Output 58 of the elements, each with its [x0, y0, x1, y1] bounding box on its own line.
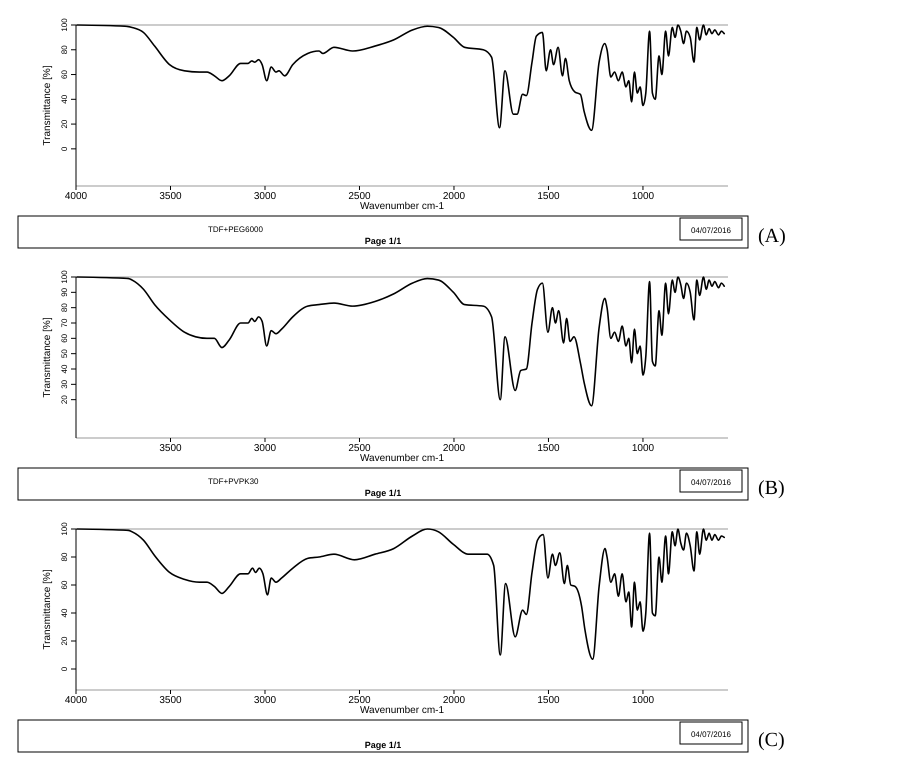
y-tick-label: 40 — [60, 364, 69, 374]
text: 04/07/2016 — [690, 478, 732, 487]
x-tick-label: 4000 — [64, 191, 88, 202]
y-axis-title: Transmittance [%] — [42, 317, 53, 398]
y-tick-label: 100 — [60, 18, 69, 32]
x-tick-label: 3500 — [159, 695, 182, 706]
x-axis-title: Wavenumber cm-1 — [360, 201, 444, 212]
x-tick-label: 2000 — [442, 191, 466, 202]
y-tick-label: 100 — [60, 270, 69, 284]
text: 04/07/2016 — [690, 730, 732, 739]
text: TDF+PVPK30 — [208, 477, 260, 486]
y-tick-label: 60 — [60, 580, 69, 590]
y-tick-label: 40 — [60, 94, 69, 104]
text: Page 1/1 — [364, 488, 402, 498]
x-axis-title: Wavenumber cm-1 — [360, 453, 444, 464]
y-tick-label: 0 — [60, 146, 69, 152]
x-tick-label: 2000 — [442, 695, 466, 706]
y-tick-label: 50 — [60, 348, 69, 358]
y-tick-label: 90 — [60, 287, 69, 297]
y-tick-label: 80 — [60, 552, 69, 562]
y-tick-label: 70 — [60, 318, 69, 328]
x-tick-label: 4000 — [64, 695, 88, 706]
x-tick-label: 3000 — [254, 695, 277, 706]
y-tick-label: 80 — [60, 44, 69, 54]
y-tick-label: 80 — [60, 302, 69, 312]
y-tick-label: 0 — [60, 666, 69, 672]
y-tick-label: 20 — [60, 636, 69, 646]
y-tick-label: 20 — [60, 394, 69, 404]
x-tick-label: 3500 — [159, 443, 182, 454]
y-axis-title: Transmittance [%] — [42, 569, 53, 650]
text: (C) — [758, 729, 785, 751]
y-tick-label: 100 — [60, 522, 69, 536]
x-tick-label: 2500 — [348, 695, 372, 706]
x-tick-label: 1500 — [537, 695, 560, 706]
text: Page 1/1 — [364, 740, 402, 750]
text: (B) — [758, 477, 785, 499]
x-tick-label: 2500 — [348, 191, 372, 202]
x-tick-label: 1000 — [632, 695, 655, 706]
y-tick-label: 40 — [60, 608, 69, 618]
x-tick-label: 1500 — [537, 191, 560, 202]
text: Page 1/1 — [364, 236, 402, 246]
x-tick-label: 3000 — [254, 191, 277, 202]
x-axis-title: Wavenumber cm-1 — [360, 705, 444, 716]
text: TDF+PEG6000 — [208, 225, 264, 234]
x-tick-label: 2500 — [348, 443, 372, 454]
x-tick-label: 1500 — [537, 443, 560, 454]
y-tick-label: 60 — [60, 333, 69, 343]
y-axis-title: Transmittance [%] — [42, 65, 53, 146]
y-tick-label: 60 — [60, 70, 69, 79]
x-tick-label: 2000 — [442, 443, 466, 454]
x-tick-label: 3000 — [254, 443, 277, 454]
text: 04/07/2016 — [690, 226, 732, 235]
y-tick-label: 30 — [60, 379, 69, 389]
y-tick-label: 20 — [60, 119, 69, 129]
x-tick-label: 3500 — [159, 191, 182, 202]
text: (A) — [758, 225, 786, 247]
x-tick-label: 1000 — [632, 191, 655, 202]
x-tick-label: 1000 — [632, 443, 655, 454]
